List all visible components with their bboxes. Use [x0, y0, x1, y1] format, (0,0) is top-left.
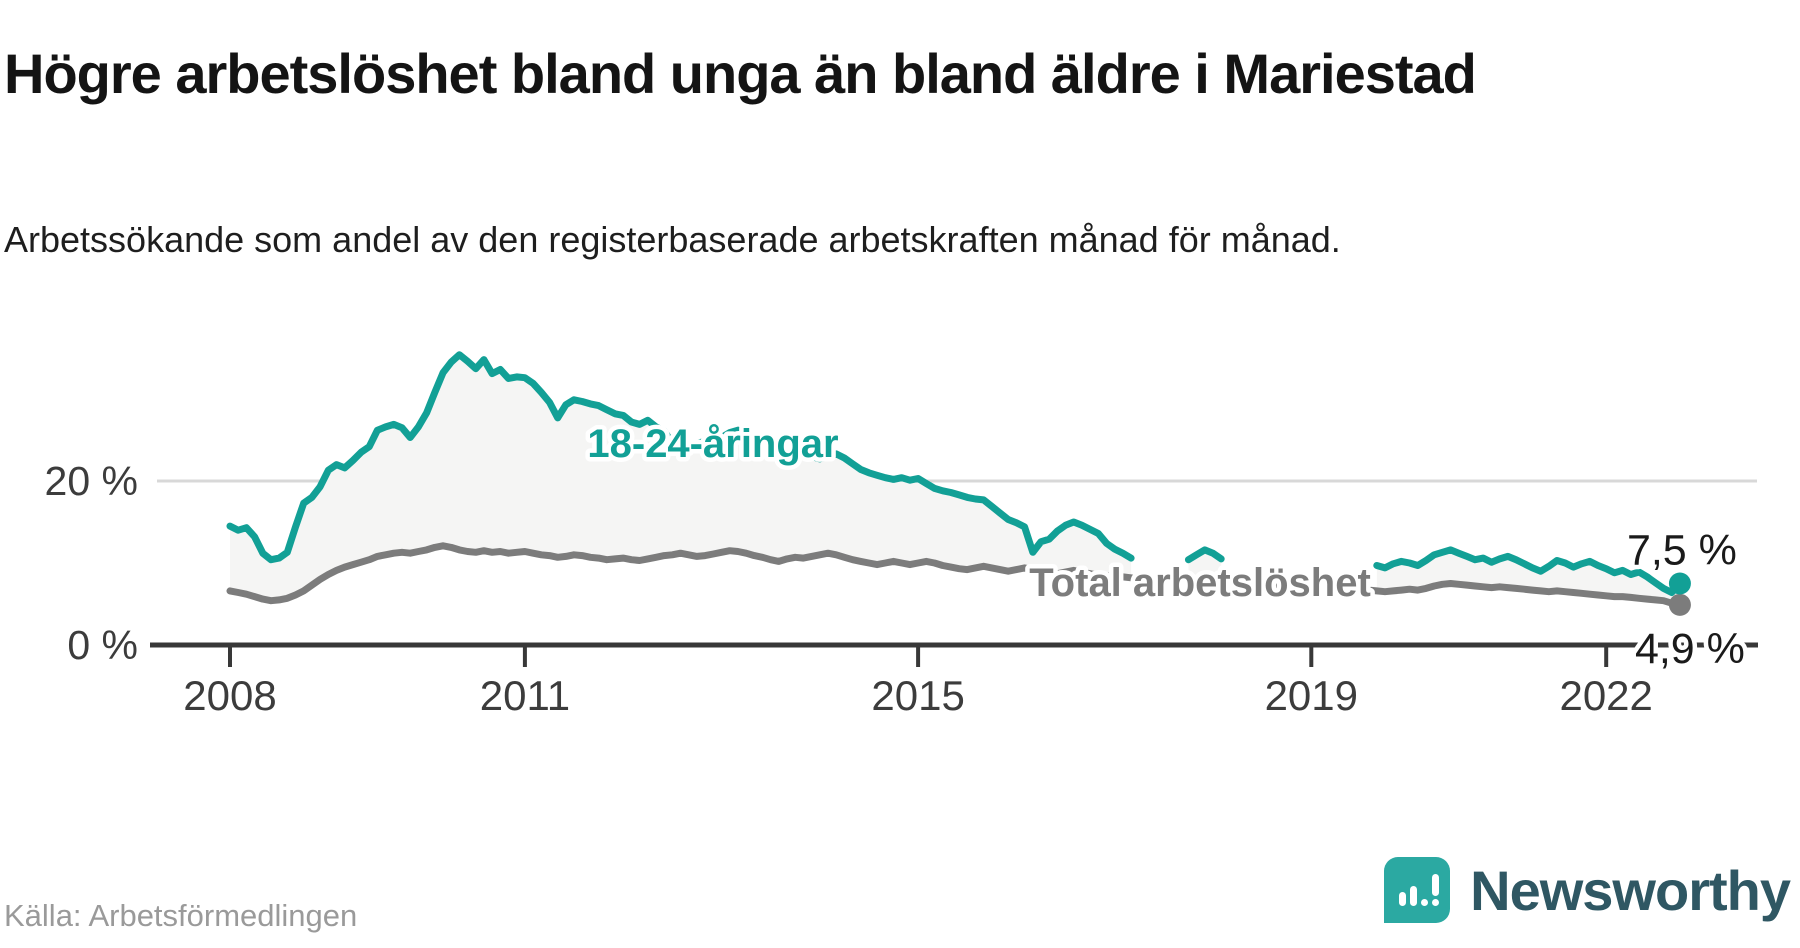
total-unemployment-line: [226, 542, 1684, 609]
page-title: Högre arbetslöshet bland unga än bland ä…: [4, 41, 1477, 105]
x-axis-label-2015: 2015: [871, 672, 964, 719]
youth-unemployment-line: [1373, 546, 1684, 596]
youth-unemployment-line: [1184, 546, 1225, 564]
x-axis-label-2019: 2019: [1265, 672, 1358, 719]
y-axis-label-0: 0 %: [67, 622, 138, 668]
x-axis-label-2022: 2022: [1559, 672, 1652, 719]
newsworthy-wordmark: Newsworthy: [1470, 858, 1791, 922]
unemployment-line-chart: 2008 2011 2015 2019 2022 20 % 0 % 18-24-åringar…: [45, 351, 1758, 719]
x-axis-label-2011: 2011: [480, 672, 570, 719]
bar-chart-exclamation-icon: [1399, 874, 1440, 906]
gap-band: [230, 354, 1132, 601]
newsworthy-brand: Newsworthy: [1384, 852, 1791, 928]
page-subtitle: Arbetssökande som andel av den registerb…: [4, 219, 1341, 260]
newsworthy-logo-icon: [1384, 857, 1451, 923]
y-axis-label-20: 20 %: [45, 458, 138, 504]
end-dot-youth: [1668, 572, 1691, 595]
end-label-total: 4,9 %: [1635, 625, 1745, 673]
youth-unemployment-line: [226, 351, 1135, 564]
x-axis-label-2008: 2008: [183, 672, 276, 719]
series-label-total: Total arbetslöshet: [1029, 561, 1371, 605]
end-dot-total: [1668, 593, 1691, 616]
source-note: Källa: Arbetsförmedlingen: [4, 898, 358, 933]
series-label-youth: 18-24-åringar: [587, 422, 838, 466]
gap-band: [1376, 549, 1680, 605]
end-label-youth: 7,5 %: [1627, 527, 1737, 575]
